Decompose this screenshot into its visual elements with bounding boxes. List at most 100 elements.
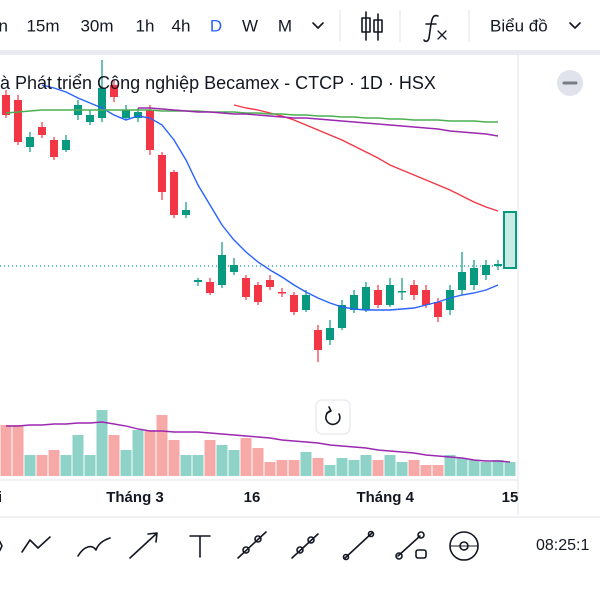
volume-bar: [312, 458, 324, 476]
volume-bar: [456, 458, 468, 476]
volume-bar: [324, 465, 336, 476]
candle-body: [446, 290, 454, 310]
ma-line: [138, 107, 499, 137]
candle-body: [146, 110, 154, 150]
tool-text[interactable]: [189, 535, 211, 558]
candle-body: [134, 112, 142, 118]
volume-bar: [264, 462, 276, 476]
volume-bar: [24, 455, 36, 476]
ma-line: [233, 104, 499, 212]
volume-bar: [216, 445, 228, 476]
volume-bar: [156, 415, 168, 476]
candle-body: [182, 210, 190, 215]
candle-body: [326, 328, 334, 340]
x-tick-label: 16: [244, 489, 261, 506]
reset-button[interactable]: [315, 399, 351, 435]
candle-body: [86, 115, 94, 122]
candle-body: [503, 211, 517, 269]
volume-bar: [0, 425, 12, 476]
volume-bar: [72, 435, 84, 476]
candle-body: [194, 280, 202, 282]
ma-line: [41, 84, 499, 311]
tool-measure[interactable]: [449, 531, 479, 561]
volume-bar: [228, 450, 240, 476]
candle-body: [38, 127, 46, 135]
candle-body: [494, 264, 502, 266]
candle-body: [398, 291, 406, 293]
candle-body: [170, 172, 178, 215]
x-tick-label: 15: [502, 489, 519, 506]
chart-title: à Phát triển Công nghiệp Becamex - CTCP …: [0, 73, 436, 93]
candle-body: [2, 95, 10, 115]
tool-segment[interactable]: [342, 530, 375, 561]
volume-bar: [336, 458, 348, 476]
volume-bar: [48, 450, 60, 476]
candle-body: [218, 255, 226, 285]
plot-area: [0, 60, 518, 476]
tool-trend[interactable]: [21, 536, 51, 553]
volume-bar: [360, 455, 372, 476]
volume-bar: [420, 465, 432, 476]
candle-body: [470, 268, 478, 285]
candle-body: [122, 110, 130, 118]
volume-bar: [84, 455, 96, 476]
candle-body: [290, 295, 298, 312]
tool-brush[interactable]: [77, 537, 111, 557]
x-tick-label: i: [0, 489, 2, 506]
volume-bar: [120, 450, 132, 476]
volume-bar: [432, 465, 444, 476]
top-toolbar: [0, 0, 600, 52]
tool-arrow[interactable]: [129, 532, 158, 559]
chart-style-button[interactable]: [361, 11, 383, 41]
volume-bar: [444, 455, 456, 476]
collapse-button[interactable]: [557, 70, 583, 96]
toolbar-divider: [0, 50, 600, 55]
ma-line: [5, 109, 498, 123]
candle-body: [350, 295, 358, 310]
volume-bar: [408, 460, 420, 476]
time-scale: i Tháng 3 16 Tháng 4 15: [0, 489, 518, 506]
volume-bar: [252, 448, 264, 476]
tool-cursor[interactable]: [0, 538, 3, 554]
candle-body: [410, 285, 418, 295]
volume-bar: [144, 430, 156, 476]
timeframe[interactable]: M: [278, 16, 292, 35]
volume-bar: [480, 462, 492, 476]
candle-body: [302, 295, 310, 310]
volume-bar: [384, 455, 396, 476]
volume-bar: [132, 430, 144, 476]
chart-menu[interactable]: Biểu đồ: [490, 16, 548, 35]
candle-body: [338, 305, 346, 328]
timeframe[interactable]: 30m: [80, 16, 113, 35]
timeframe[interactable]: 1h: [136, 16, 155, 35]
candle-body: [386, 285, 394, 305]
timeframe[interactable]: 15m: [26, 16, 59, 35]
drawing-toolbar: [0, 517, 600, 572]
timeframe[interactable]: n: [0, 16, 8, 35]
tool-shape[interactable]: [395, 531, 427, 560]
volume-ma-line: [6, 421, 511, 463]
volume-bar: [504, 462, 516, 476]
timeframe-menu[interactable]: [312, 22, 324, 29]
timeframe[interactable]: D: [210, 16, 222, 35]
volume-bar: [192, 455, 204, 476]
timeframe[interactable]: W: [242, 16, 258, 35]
chart-menu-arrow[interactable]: [569, 22, 581, 29]
volume-bar: [204, 440, 216, 476]
volume-bar: [12, 425, 24, 476]
volume-bar: [468, 460, 480, 476]
volume-bar: [492, 460, 504, 476]
timeframe[interactable]: 4h: [172, 16, 191, 35]
drawing-tools: [0, 530, 479, 561]
tool-line[interactable]: [291, 533, 319, 559]
candle-body: [278, 292, 286, 294]
candle-body: [14, 100, 22, 142]
volume-bar: [240, 438, 252, 476]
candle-body: [230, 265, 238, 272]
candle-body: [206, 282, 214, 293]
indicators-button[interactable]: [423, 14, 447, 43]
volume-bar: [36, 455, 48, 476]
tool-ray[interactable]: [237, 531, 267, 559]
volume-bar: [168, 440, 180, 476]
